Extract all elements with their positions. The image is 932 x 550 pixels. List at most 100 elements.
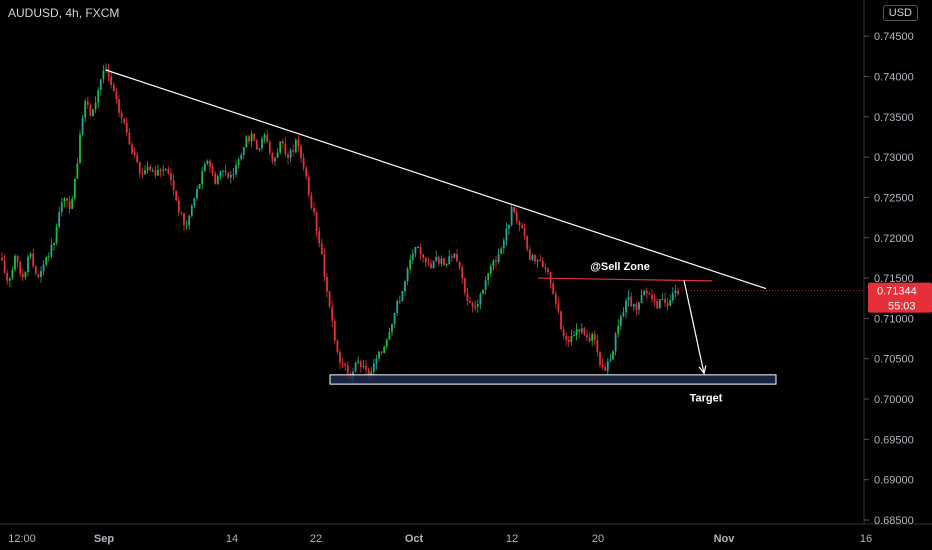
candle-body	[489, 266, 492, 274]
candle-body	[388, 332, 391, 340]
candle-body	[378, 351, 380, 359]
sell-zone-line[interactable]	[537, 277, 713, 282]
candle-body	[138, 162, 141, 174]
candle-body	[125, 122, 128, 133]
candle-body	[146, 166, 149, 171]
candle-body	[287, 154, 289, 159]
candle-body	[575, 329, 578, 336]
candle-body	[19, 262, 22, 274]
candle-body	[471, 302, 474, 307]
candle-body	[133, 153, 136, 155]
candle-body	[651, 294, 653, 300]
candle-body	[216, 176, 219, 184]
candle-body	[209, 160, 211, 167]
candle-body	[617, 325, 620, 334]
annotation-layer: @Sell Zone Target	[105, 69, 864, 404]
candle-body	[500, 248, 503, 254]
candle-body	[638, 302, 640, 310]
candle-body	[346, 365, 349, 374]
candle-body	[63, 198, 66, 203]
candle-body	[115, 91, 118, 100]
y-tick-label: 0.73500	[874, 112, 914, 124]
candle-body	[341, 362, 344, 364]
x-tick-label: Oct	[405, 533, 424, 545]
candle-body	[92, 109, 94, 117]
candle-body	[612, 351, 614, 360]
candle-body	[510, 206, 513, 225]
candle-body	[523, 227, 526, 237]
sell-zone-label[interactable]: @Sell Zone	[590, 261, 650, 273]
target-support-zone[interactable]	[329, 374, 777, 385]
candle-body	[492, 260, 495, 267]
candle-body	[354, 362, 357, 372]
candle-body	[336, 340, 339, 353]
candle-body	[560, 311, 562, 330]
candle-body	[653, 299, 656, 302]
candle-body	[37, 274, 40, 278]
candle-body	[149, 166, 152, 171]
candle-body	[599, 351, 601, 365]
candle-body	[357, 361, 360, 363]
candle-body	[276, 152, 279, 158]
x-tick-label: Nov	[714, 533, 736, 545]
candle-body	[658, 299, 661, 309]
candle-body	[245, 136, 248, 148]
candle-body	[326, 276, 328, 292]
candle-body	[214, 173, 217, 184]
y-axis[interactable]: 0.74500 0.74000 0.73500 0.73000 0.72500 0.720…	[864, 0, 914, 527]
candle-body	[172, 180, 175, 191]
candle-body	[58, 212, 61, 227]
candle-body	[8, 278, 11, 281]
y-tick-label: 0.74500	[874, 31, 914, 43]
candle-body	[227, 172, 230, 178]
candle-body	[619, 316, 622, 326]
candle-body	[55, 226, 58, 243]
candle-body	[526, 236, 529, 250]
candle-body	[482, 289, 484, 294]
candle-body	[310, 195, 313, 209]
candle-body	[430, 263, 432, 269]
candle-body	[307, 176, 310, 196]
candle-body	[508, 224, 510, 229]
candle-body	[284, 143, 287, 155]
candle-body	[97, 90, 100, 103]
candle-body	[375, 358, 378, 364]
candle-body	[487, 273, 490, 281]
candle-body	[167, 169, 170, 174]
candle-body	[318, 231, 321, 244]
candle-body	[419, 247, 422, 255]
candle-body	[6, 272, 9, 281]
candle-body	[84, 101, 87, 118]
candle-body	[445, 263, 448, 266]
candle-body	[645, 290, 648, 294]
candle-body	[443, 258, 445, 266]
candle-body	[604, 367, 607, 371]
candle-body	[203, 164, 206, 172]
symbol-title: AUDUSD, 4h, FXCM	[8, 6, 120, 20]
target-label[interactable]: Target	[690, 392, 723, 404]
candle-body	[232, 174, 235, 176]
candle-body	[211, 166, 214, 174]
x-axis[interactable]: 12:00 Sep 14 22 Oct 12 20 Nov 16	[8, 533, 872, 545]
candle-body	[323, 254, 326, 277]
y-tick-label: 0.70000	[874, 394, 914, 406]
candle-body	[661, 299, 664, 301]
candle-body	[411, 253, 414, 260]
candle-body	[534, 254, 536, 262]
x-tick-label: 12	[506, 533, 518, 545]
x-tick-label: 20	[592, 533, 604, 545]
candle-body	[313, 208, 315, 213]
target-arrow-shaft[interactable]	[683, 280, 705, 374]
candle-body	[68, 200, 71, 210]
candle-body	[292, 150, 295, 152]
x-tick-label: 12:00	[8, 533, 36, 545]
currency-badge[interactable]: USD	[882, 5, 918, 21]
candle-body	[536, 260, 539, 262]
candle-body	[367, 369, 370, 377]
candle-body	[274, 157, 276, 162]
descending-trendline[interactable]	[105, 69, 767, 290]
candle-body	[235, 164, 237, 175]
candle-body	[201, 171, 204, 184]
candle-body	[294, 139, 297, 152]
